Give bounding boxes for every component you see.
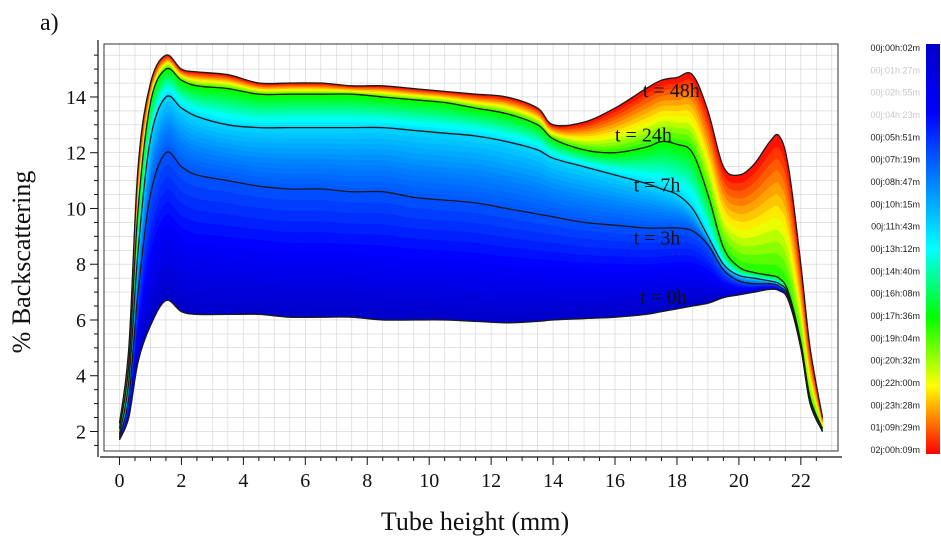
colorbar-label: 00j:05h:51m xyxy=(870,132,920,142)
colorbar-gradient xyxy=(926,44,940,454)
x-tick-label: 0 xyxy=(114,470,124,492)
y-tick-label: 10 xyxy=(66,198,86,220)
series-label: t = 3h xyxy=(634,228,681,250)
y-axis-label: % Backscattering xyxy=(7,171,36,354)
colorbar-label: 00j:17h:36m xyxy=(870,311,920,321)
x-tick-label: 12 xyxy=(481,470,501,492)
series-line xyxy=(118,54,824,424)
series-line xyxy=(118,151,824,438)
colorbar-label: 00j:07h:19m xyxy=(870,155,920,165)
x-tick-label: 2 xyxy=(176,470,186,492)
series-line xyxy=(118,95,824,435)
colorbar-label: 00j:13h:12m xyxy=(870,244,920,254)
y-tick-label: 12 xyxy=(66,143,86,165)
colorbar-label: 00j:16h:08m xyxy=(870,289,920,299)
colorbar-label: 00j:11h:43m xyxy=(871,222,920,232)
colorbar-label: 00j:00h:02m xyxy=(870,43,920,53)
color-fill-bands xyxy=(119,54,823,440)
colorbar-label: 00j:01h:27m xyxy=(870,65,920,75)
colorbar: 00j:00h:02m 00j:01h:27m 00j:02h:55m 00j:04h… xyxy=(870,43,940,455)
colorbar-label: 00j:22h:00m xyxy=(870,378,920,388)
series-labels: t = 0h t = 3h t = 7h t = 24h t = 48h xyxy=(615,80,700,308)
y-tick-label: 8 xyxy=(76,254,86,276)
colorbar-label: 00j:08h:47m xyxy=(870,177,920,187)
x-tick-label: 18 xyxy=(667,470,687,492)
series-line xyxy=(118,288,824,441)
y-tick-label: 14 xyxy=(66,87,86,109)
x-tick-label: 6 xyxy=(300,470,310,492)
colorbar-label: 00j:04h:23m xyxy=(870,110,920,120)
x-tick-label: 8 xyxy=(362,470,372,492)
y-tick-label: 6 xyxy=(76,310,86,332)
colorbar-label: 01j:09h:29m xyxy=(870,423,920,433)
colorbar-label: 00j:10h:15m xyxy=(870,199,920,209)
series-line xyxy=(118,67,824,429)
plot-frame xyxy=(103,43,839,452)
series-label: t = 48h xyxy=(643,80,700,102)
x-tick-label: 20 xyxy=(729,470,749,492)
colorbar-label: 00j:02h:55m xyxy=(870,88,920,98)
axes xyxy=(90,40,842,465)
colorbar-label: 00j:23h:28m xyxy=(870,400,920,410)
x-tick-label: 10 xyxy=(419,470,439,492)
colorbar-label: 00j:14h:40m xyxy=(870,266,920,276)
series-label: t = 0h xyxy=(640,286,687,308)
x-tick-label: 22 xyxy=(791,470,811,492)
series-label: t = 7h xyxy=(634,175,681,197)
colorbar-label: 00j:19h:04m xyxy=(870,333,920,343)
series-label: t = 24h xyxy=(615,125,672,147)
panel-label: a) xyxy=(40,10,59,36)
colorbar-label: 00j:20h:32m xyxy=(870,356,920,366)
x-tick-label: 16 xyxy=(605,470,625,492)
y-tick-label: 4 xyxy=(76,366,86,388)
y-tick-label: 2 xyxy=(76,421,86,443)
x-tick-label: 4 xyxy=(238,470,248,492)
x-tick-label: 14 xyxy=(543,470,563,492)
colorbar-label: 02j:00h:09m xyxy=(870,445,920,455)
series-lines xyxy=(118,54,824,441)
x-axis-label: Tube height (mm) xyxy=(381,507,569,536)
